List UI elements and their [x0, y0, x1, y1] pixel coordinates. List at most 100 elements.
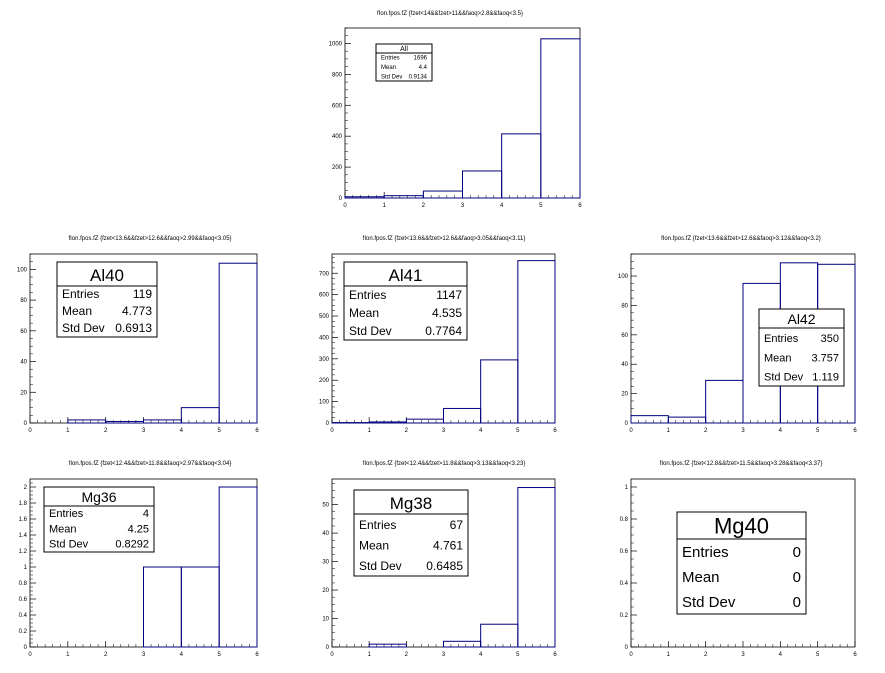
stats-box-frame: [758, 308, 845, 387]
x-tick-label: 2: [422, 203, 426, 209]
x-tick-label: 3: [142, 652, 146, 658]
x-tick-label: 4: [479, 652, 483, 658]
stats-value: 0: [793, 569, 801, 586]
y-tick-label: 1.2: [19, 549, 28, 555]
stats-label: Mean: [62, 304, 92, 318]
pad-title: fIon.fpos.fZ {fzet<13.6&&fzet>12.6&&faoq…: [661, 236, 821, 242]
x-tick-label: 0: [343, 203, 347, 209]
pad-title: fIon.fpos.fZ {fzet<14&&fzet>11&&faoq>2.8…: [377, 11, 523, 17]
x-tick-label: 3: [442, 652, 446, 658]
histogram-bar: [422, 190, 464, 199]
y-tick-label: 400: [319, 335, 330, 341]
stats-histogram-name: Mg38: [390, 494, 433, 513]
stats-value: 1.119: [812, 372, 839, 384]
x-tick-label: 6: [853, 652, 857, 658]
stats-box: Mg36 Entries 4 Mean 4.25 Std Dev 0.8292: [43, 486, 155, 553]
x-tick-label: 6: [578, 203, 582, 209]
stats-label: Mean: [349, 306, 379, 320]
y-tick-label: 200: [319, 378, 330, 384]
stats-value: 350: [821, 333, 839, 345]
stats-box-frame: [56, 261, 158, 338]
histogram-bar: [443, 640, 482, 648]
stats-box: Mg38 Entries 67 Mean 4.761 Std Dev 0.6485: [353, 489, 469, 577]
stats-label: Std Dev: [62, 321, 105, 335]
y-tick-label: 100: [17, 267, 28, 273]
y-tick-label: 0.4: [620, 581, 629, 587]
stats-label: Entries: [359, 518, 396, 532]
stats-histogram-name: Mg36: [81, 489, 116, 505]
histogram-bar: [180, 566, 220, 648]
x-tick-label: 0: [28, 652, 32, 658]
x-tick-label: 0: [28, 428, 32, 434]
x-tick-label: 5: [516, 652, 520, 658]
histogram-bar: [218, 262, 258, 424]
stats-box-frame: [353, 489, 469, 577]
stats-label: Std Dev: [381, 74, 402, 80]
y-tick-label: 0: [24, 645, 28, 651]
stats-value: 0.9134: [409, 74, 428, 80]
x-tick-label: 6: [553, 428, 557, 434]
y-tick-label: 300: [319, 357, 330, 363]
x-tick-label: 6: [853, 428, 857, 434]
y-tick-label: 100: [618, 274, 629, 280]
pad-title: fIon.fpos.fZ {fzet<12.4&&fzet>11.8&&faoq…: [69, 461, 232, 467]
x-tick-label: 0: [629, 428, 633, 434]
histogram-bar: [67, 419, 107, 424]
stats-label: Entries: [62, 287, 99, 301]
histogram-bar: [143, 419, 182, 424]
stats-box: Al42 Entries 350 Mean 3.757 Std Dev 1.119: [758, 308, 845, 387]
stats-histogram-name: All: [400, 46, 408, 53]
x-tick-label: 1: [667, 428, 671, 434]
y-tick-label: 60: [20, 329, 27, 335]
x-tick-label: 5: [539, 203, 543, 209]
y-tick-label: 50: [322, 503, 329, 509]
x-tick-label: 5: [816, 652, 820, 658]
stats-label: Mean: [682, 569, 720, 586]
stats-label: Entries: [49, 508, 84, 520]
stats-value: 4.25: [128, 523, 149, 535]
stats-label: Entries: [349, 288, 386, 302]
x-tick-label: 0: [629, 652, 633, 658]
histogram-pad-4: fIon.fpos.fZ {fzet<13.6&&fzet>12.6&&faoq…: [618, 236, 857, 434]
x-tick-label: 3: [142, 428, 146, 434]
stats-box: Al40 Entries 119 Mean 4.773 Std Dev 0.6913: [56, 261, 158, 338]
stats-box-frame: [676, 511, 807, 615]
stats-value: 0.7764: [425, 324, 462, 338]
x-tick-label: 3: [741, 652, 745, 658]
y-tick-label: 0: [24, 421, 28, 427]
histogram-pad-3: fIon.fpos.fZ {fzet<13.6&&fzet>12.6&&faoq…: [319, 236, 557, 434]
y-tick-label: 40: [621, 362, 628, 368]
stats-histogram-name: Al42: [787, 311, 815, 327]
y-tick-label: 400: [332, 134, 343, 140]
histogram-bar: [462, 170, 503, 199]
x-tick-label: 1: [367, 652, 371, 658]
y-tick-label: 0: [326, 421, 330, 427]
histogram-bar: [480, 359, 519, 424]
y-tick-label: 1: [625, 485, 629, 491]
histogram-bar: [667, 416, 707, 424]
y-tick-label: 0.2: [19, 629, 28, 635]
stats-value: 4.773: [122, 304, 152, 318]
stats-value: 0.6913: [115, 321, 152, 335]
y-tick-label: 0.8: [19, 581, 28, 587]
y-tick-label: 0: [625, 421, 629, 427]
x-tick-label: 2: [405, 652, 409, 658]
x-tick-label: 6: [553, 652, 557, 658]
x-tick-label: 4: [180, 652, 184, 658]
x-tick-label: 1: [382, 203, 386, 209]
y-tick-label: 80: [20, 298, 27, 304]
stats-label: Std Dev: [349, 324, 392, 338]
x-tick-label: 3: [741, 428, 745, 434]
histogram-bar: [517, 487, 556, 648]
y-tick-label: 10: [322, 617, 329, 623]
histogram-bar: [383, 195, 424, 199]
y-tick-label: 40: [322, 531, 329, 537]
stats-label: Entries: [682, 544, 729, 561]
stats-label: Std Dev: [764, 372, 804, 384]
stats-label: Mean: [381, 65, 396, 71]
stats-value: 0: [793, 594, 801, 611]
histogram-bar: [405, 418, 445, 424]
histogram-bar: [344, 196, 385, 199]
y-tick-label: 1: [24, 565, 28, 571]
